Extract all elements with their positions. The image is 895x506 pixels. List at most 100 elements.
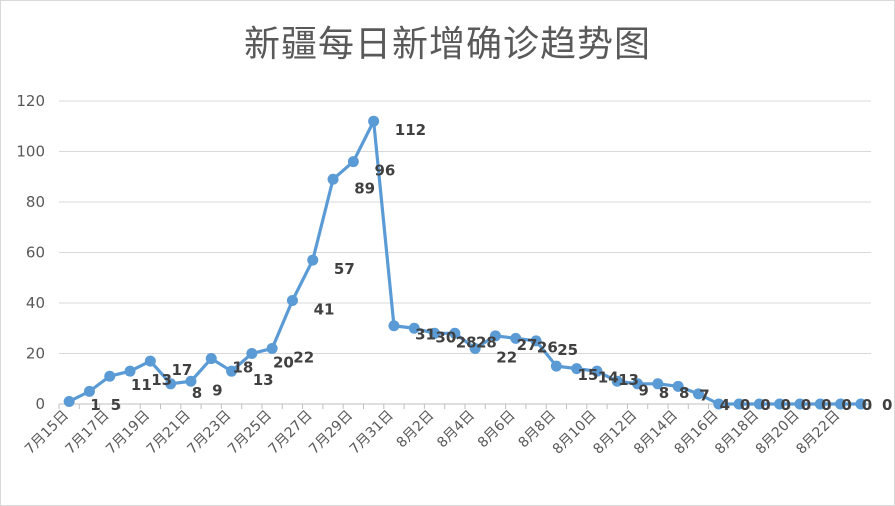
data-point: [144, 355, 156, 367]
y-tick-label: 100: [16, 143, 45, 161]
data-point: [408, 322, 420, 334]
series-line: [67, 119, 863, 406]
y-tick-label: 80: [26, 193, 45, 211]
data-point: [429, 327, 441, 339]
x-tick-label: 8月14日: [631, 408, 681, 458]
data-label: 5: [111, 396, 121, 414]
data-label: 27: [517, 336, 538, 354]
data-label: 7: [699, 386, 709, 404]
data-point: [510, 332, 522, 344]
data-label: 9: [212, 381, 222, 399]
chart-title: 新疆每日新增确诊趋势图: [243, 24, 651, 65]
data-label: 0: [781, 396, 791, 414]
data-label: 22: [293, 348, 314, 366]
data-point: [368, 115, 380, 127]
x-tick-label: 7月27日: [266, 408, 316, 458]
data-label: 8: [679, 384, 689, 402]
x-tick-label: 7月23日: [184, 408, 234, 458]
x-tick-label: 8月4日: [434, 408, 478, 452]
x-tick-label: 8月10日: [550, 408, 600, 458]
data-label: 0: [841, 396, 851, 414]
data-point: [63, 395, 75, 407]
data-point: [753, 398, 765, 410]
data-label: 8: [659, 384, 669, 402]
data-label: 8: [192, 384, 202, 402]
data-label: 96: [375, 162, 396, 180]
data-label: 28: [476, 333, 497, 351]
data-point: [733, 398, 745, 410]
data-point: [266, 342, 278, 354]
x-tick-label: 7月19日: [103, 408, 153, 458]
data-point: [185, 375, 197, 387]
x-tick-label: 8月2日: [394, 408, 438, 452]
data-label: 18: [232, 359, 253, 377]
x-tick-label: 7月25日: [225, 408, 275, 458]
data-label: 28: [456, 333, 477, 351]
data-label: 9: [638, 381, 648, 399]
data-label: 0: [801, 396, 811, 414]
data-point: [814, 398, 826, 410]
data-point: [388, 320, 400, 332]
x-tick-label: 7月21日: [144, 408, 194, 458]
data-label: 89: [354, 179, 375, 197]
data-label: 0: [740, 396, 750, 414]
data-label: 20: [273, 354, 294, 372]
y-tick-label: 40: [26, 294, 45, 312]
data-label: 13: [253, 371, 274, 389]
data-label: 0: [760, 396, 770, 414]
data-point: [855, 398, 867, 410]
data-label: 22: [496, 348, 517, 366]
x-tick-label: 8月6日: [475, 408, 519, 452]
data-point: [591, 365, 603, 377]
data-point: [226, 365, 238, 377]
x-tick-label: 8月18日: [712, 408, 762, 458]
data-point: [652, 378, 664, 390]
data-point: [835, 398, 847, 410]
data-label: 13: [618, 371, 639, 389]
data-label: 57: [334, 260, 355, 278]
data-point: [571, 363, 583, 375]
x-tick-label: 8月20日: [753, 408, 803, 458]
data-label: 26: [537, 338, 558, 356]
data-label: 41: [314, 300, 335, 318]
data-label: 30: [435, 328, 456, 346]
data-point: [672, 380, 684, 392]
x-tick-label: 8月16日: [672, 408, 722, 458]
y-tick-label: 0: [35, 395, 45, 413]
data-point: [347, 156, 359, 168]
data-point: [104, 370, 116, 382]
data-point: [165, 378, 177, 390]
data-label: 11: [131, 376, 152, 394]
data-point: [307, 254, 319, 266]
data-point: [632, 378, 644, 390]
x-tick-label: 7月17日: [63, 408, 113, 458]
x-tick-label: 7月31日: [347, 408, 397, 458]
data-label: 13: [151, 371, 172, 389]
data-point: [327, 173, 339, 185]
y-tick-label: 20: [26, 345, 45, 363]
x-tick-label: 8月22日: [793, 408, 843, 458]
data-label: 112: [395, 121, 426, 139]
y-tick-label: 60: [26, 244, 45, 262]
data-point: [246, 348, 258, 359]
x-tick-label: 7月29日: [306, 408, 356, 458]
data-point: [489, 330, 501, 342]
data-point: [794, 398, 806, 410]
data-label: 0: [882, 396, 892, 414]
x-tick-label: 8月12日: [590, 408, 640, 458]
data-label: 31: [415, 326, 436, 344]
data-label: 17: [172, 361, 193, 379]
data-label: 0: [821, 396, 831, 414]
data-point: [713, 398, 725, 410]
data-point: [611, 375, 623, 387]
data-label: 15: [578, 366, 599, 384]
data-point: [286, 294, 298, 306]
data-point: [83, 385, 95, 397]
data-point: [205, 353, 217, 365]
data-point: [469, 342, 481, 354]
data-label: 4: [720, 396, 730, 414]
data-label: 0: [862, 396, 872, 414]
data-point: [124, 365, 136, 377]
